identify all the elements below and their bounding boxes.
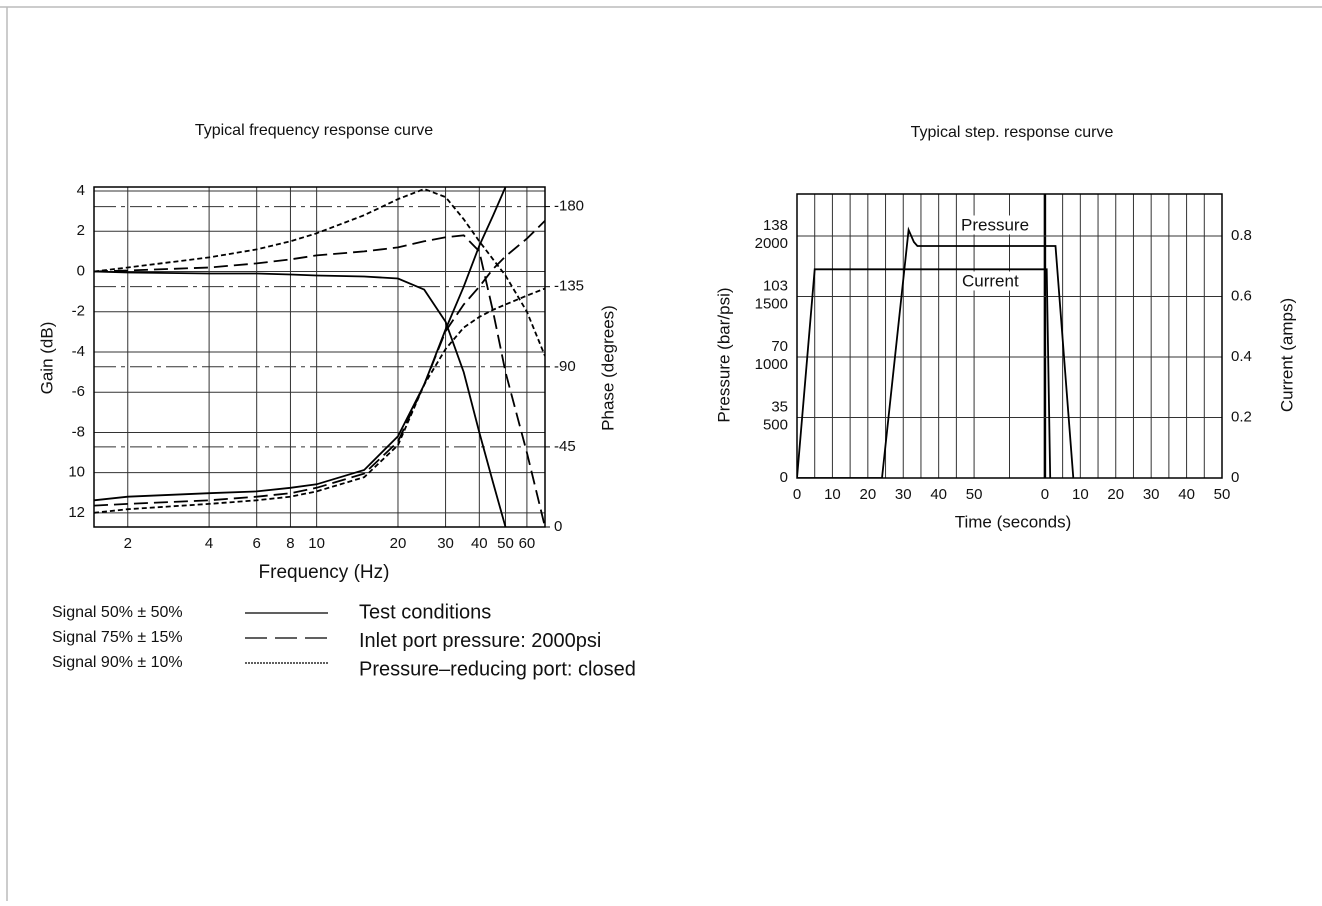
legend-label: Signal 50% ± 50% — [52, 604, 183, 621]
x-tick-label: 0 — [793, 486, 801, 503]
y-tick-label: 0 — [780, 469, 788, 486]
y-bar-label: 138 — [763, 217, 788, 234]
y-tick-label: 4 — [77, 182, 85, 199]
x-tick-label: 20 — [1107, 486, 1124, 503]
y2-tick-label: 0.6 — [1231, 287, 1252, 304]
y-tick-label: -2 — [72, 303, 85, 320]
phase-line — [94, 187, 507, 502]
x-tick-label: 20 — [390, 535, 407, 552]
y-tick-label: 1000 — [755, 356, 788, 373]
annotation: Pressure — [961, 215, 1029, 234]
x-tick-label: 30 — [895, 486, 912, 503]
annotation-bg — [960, 271, 1021, 291]
y-bar-label: 70 — [771, 338, 788, 355]
y2-axis-label: Phase (degrees) — [598, 305, 617, 431]
x-tick-label: 30 — [437, 535, 454, 552]
note: Inlet port pressure: 2000psi — [359, 630, 601, 652]
y-tick-label: -4 — [72, 343, 85, 360]
annotation: Current — [962, 271, 1019, 290]
x-tick-label: 0 — [1041, 486, 1049, 503]
y-tick-label: -8 — [72, 423, 85, 440]
y2-axis-label: Current (amps) — [1277, 298, 1296, 412]
y-tick-label: 12 — [68, 504, 85, 521]
x-tick-label: 6 — [253, 535, 261, 552]
note: Pressure–reducing port: closed — [359, 658, 636, 680]
plot-frame — [93, 186, 546, 528]
x-tick-label: 60 — [519, 535, 536, 552]
x-tick-label: 50 — [966, 486, 983, 503]
x-axis-label: Time (seconds) — [955, 512, 1072, 531]
phase-line — [94, 287, 545, 514]
legend-label: Signal 90% ± 10% — [52, 654, 183, 671]
x-tick-label: 10 — [1072, 486, 1089, 503]
y2-tick-label: -180 — [554, 198, 584, 215]
y2-tick-label: -45 — [554, 438, 576, 455]
legend-label: Signal 75% ± 15% — [52, 629, 183, 646]
x-tick-label: 4 — [205, 535, 213, 552]
x-tick-label: 40 — [471, 535, 488, 552]
annotation-bg — [959, 215, 1032, 235]
gain-line — [94, 188, 545, 357]
y2-tick-label: -90 — [554, 358, 576, 375]
y2-tick-label: 0.4 — [1231, 348, 1252, 365]
y-tick-label: 2 — [77, 222, 85, 239]
y-tick-label: 10 — [68, 464, 85, 481]
x-tick-label: 8 — [286, 535, 294, 552]
y-bar-label: 103 — [763, 277, 788, 294]
x-tick-label: 2 — [124, 535, 132, 552]
y-bar-label: 35 — [771, 398, 788, 415]
chart-title: Typical frequency response curve — [195, 122, 433, 139]
y-tick-label: -6 — [72, 383, 85, 400]
x-tick-label: 40 — [930, 486, 947, 503]
y2-tick-label: 0.8 — [1231, 227, 1252, 244]
y-tick-label: 0 — [77, 262, 85, 279]
x-tick-label: 30 — [1143, 486, 1160, 503]
y2-tick-label: 0 — [1231, 469, 1239, 486]
x-tick-label: 10 — [824, 486, 841, 503]
y2-tick-label: 0.2 — [1231, 408, 1252, 425]
plot-lines — [94, 187, 545, 527]
chart-title: Typical step. response curve — [911, 124, 1114, 141]
y2-tick-label: -135 — [554, 278, 584, 295]
y-axis-label: Pressure (bar/psi) — [714, 287, 733, 422]
x-tick-label: 50 — [1214, 486, 1231, 503]
x-tick-label: 40 — [1178, 486, 1195, 503]
y-axis-label: Gain (dB) — [37, 322, 56, 395]
y-tick-label: 1500 — [755, 295, 788, 312]
series-line — [797, 226, 1075, 478]
y-tick-label: 2000 — [755, 235, 788, 252]
x-tick-label: 20 — [859, 486, 876, 503]
x-axis-label: Frequency (Hz) — [259, 562, 390, 583]
plot-lines — [797, 226, 1075, 478]
y-tick-label: 500 — [763, 416, 788, 433]
x-tick-label: 50 — [497, 535, 514, 552]
gain-line — [94, 234, 545, 527]
gain-line — [94, 270, 507, 527]
y2-tick-label: 0 — [554, 518, 562, 535]
series-line — [797, 268, 1052, 478]
x-tick-label: 10 — [308, 535, 325, 552]
plot-frame — [796, 193, 1223, 479]
note: Test conditions — [359, 601, 491, 623]
